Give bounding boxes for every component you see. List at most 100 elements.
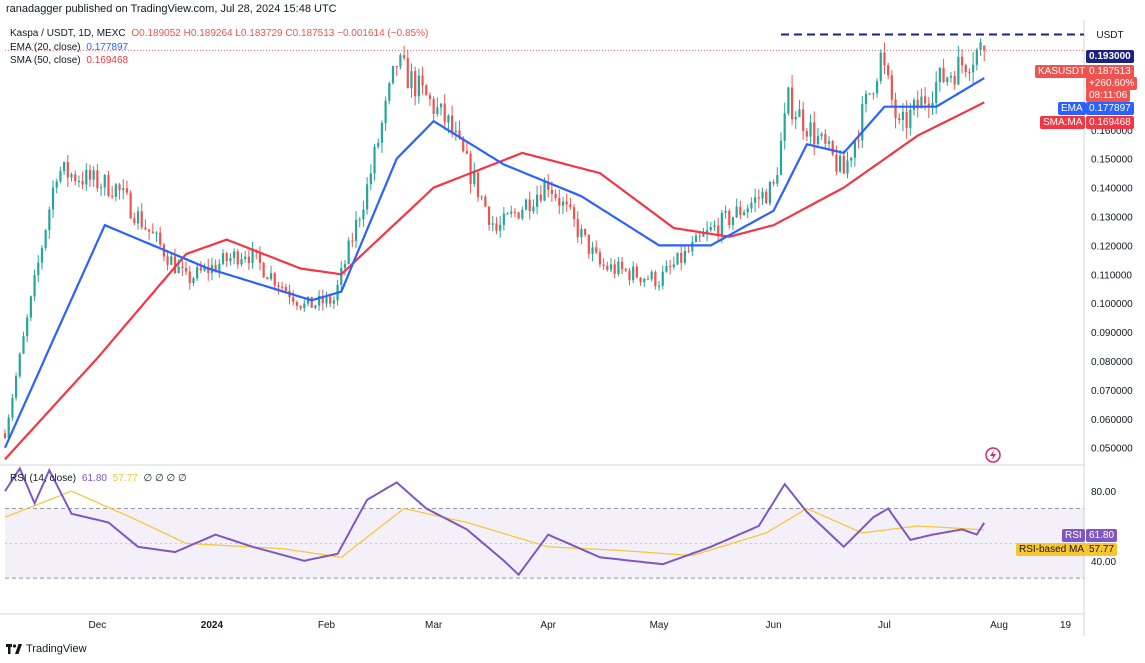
candle-body: [920, 96, 923, 109]
candle-body: [694, 235, 698, 243]
candle-body: [539, 194, 542, 201]
candle-body: [395, 65, 398, 67]
candle-body: [421, 75, 424, 86]
ema-legend-label: EMA (20, close): [10, 42, 81, 53]
candle-body: [303, 303, 306, 309]
candle-body: [524, 199, 528, 210]
candle-body: [912, 99, 916, 110]
candle-body: [602, 264, 605, 266]
candle-body: [96, 170, 99, 189]
candle-body: [864, 93, 868, 105]
candle-body: [931, 102, 934, 107]
candle-body: [29, 296, 32, 318]
candle-body: [569, 204, 572, 208]
time-tick-label: Apr: [540, 620, 556, 631]
candle-body: [3, 433, 7, 438]
candle-body: [281, 286, 284, 288]
sma-50-line: [4, 101, 985, 460]
symbol-tag: KASUSDT: [1035, 65, 1089, 78]
candle-body: [391, 65, 395, 84]
candle-body: [151, 231, 154, 234]
candle-body: [40, 248, 44, 263]
candle-body: [366, 184, 369, 210]
candle-body: [480, 196, 483, 198]
candle-body: [964, 65, 967, 73]
time-tick-label: 2024: [201, 620, 224, 631]
rsi-ma-tag: RSI-based MA: [1016, 543, 1088, 556]
candle-body: [628, 270, 631, 281]
candle-body: [443, 103, 446, 123]
candle-body: [742, 212, 746, 215]
price-tick-label: 0.080000: [1091, 357, 1133, 368]
candle-body: [473, 172, 476, 185]
rsi-legend-extra: ∅ ∅ ∅ ∅: [143, 473, 187, 484]
candle-body: [144, 227, 147, 230]
candle-body: [74, 174, 77, 182]
candle-body: [565, 201, 568, 205]
candle-body: [620, 261, 624, 270]
rsi-legend: RSI (14, close) 61.80 57.77 ∅ ∅ ∅ ∅: [10, 473, 187, 484]
candle-body: [428, 95, 432, 100]
candle-body: [88, 169, 92, 180]
candle-body: [875, 81, 879, 94]
candle-body: [927, 103, 930, 107]
candle-body: [11, 397, 14, 418]
candle-body: [624, 269, 627, 271]
candle-body: [177, 266, 180, 274]
candle-body: [946, 77, 949, 83]
candle-body: [454, 130, 457, 133]
candle-body: [853, 140, 856, 158]
candle-body: [709, 227, 712, 231]
candle-body: [550, 189, 553, 194]
candle-body: [975, 49, 978, 65]
candle-body: [868, 93, 871, 95]
candle-body: [292, 297, 295, 302]
candle-body: [380, 122, 384, 143]
sma-legend-label: SMA (50, close): [10, 55, 81, 66]
candle-body: [77, 180, 81, 182]
candle-body: [432, 99, 435, 114]
candle-body: [284, 286, 287, 291]
candle-body: [765, 191, 768, 204]
candle-body: [772, 181, 775, 184]
tradingview-brand[interactable]: TradingView: [6, 643, 87, 655]
candle-body: [957, 56, 960, 85]
rsi-ma-line: [4, 490, 985, 558]
candle-body: [672, 264, 675, 268]
candle-body: [247, 256, 250, 264]
candle-body: [140, 211, 143, 228]
rsi-line: [4, 466, 986, 577]
candle-body: [935, 82, 938, 103]
candle-body: [898, 118, 901, 121]
candle-body: [329, 296, 332, 304]
candle-body: [51, 187, 55, 210]
candle-body: [783, 113, 786, 141]
candle-body: [229, 257, 232, 262]
candle-body: [332, 300, 335, 304]
price-tick-label: 0.070000: [1091, 386, 1133, 397]
candle-body: [48, 209, 51, 231]
rsi-tick-label: 40.00: [1091, 557, 1116, 568]
candle-body: [181, 266, 184, 268]
candle-body: [122, 188, 125, 191]
candle-body: [805, 131, 808, 137]
rsi-ma-value-label: 57.77: [1086, 543, 1118, 556]
price-tick-label: 0.140000: [1091, 184, 1133, 195]
candle-body: [632, 266, 635, 281]
candle-body: [835, 154, 838, 172]
candle-body: [861, 104, 864, 141]
candle-body: [609, 264, 613, 270]
candle-body: [388, 83, 391, 101]
candle-body: [938, 67, 941, 83]
candle-body: [92, 170, 95, 180]
candle-body: [37, 262, 40, 276]
candle-body: [890, 75, 893, 100]
candle-body: [702, 233, 705, 237]
candle-body: [857, 140, 860, 142]
candle-body: [317, 295, 321, 306]
candle-body: [558, 198, 561, 206]
candle-body: [909, 109, 912, 128]
candle-body: [643, 278, 646, 283]
candle-body: [406, 58, 409, 89]
candle-body: [750, 202, 753, 209]
